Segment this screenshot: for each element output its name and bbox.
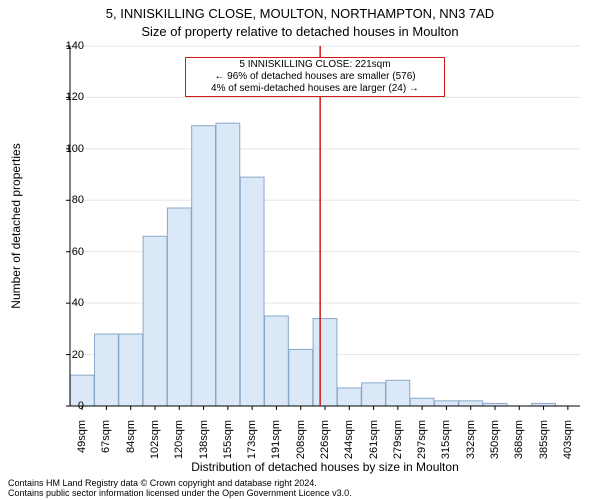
bar — [362, 383, 386, 406]
plot-area: 5 INNISKILLING CLOSE: 221sqm ← 96% of de… — [70, 46, 580, 406]
footer-line-2: Contains public sector information licen… — [8, 488, 352, 498]
x-axis-label: Distribution of detached houses by size … — [70, 460, 580, 474]
y-tick-label: 60 — [44, 246, 84, 258]
footer-line-1: Contains HM Land Registry data © Crown c… — [8, 478, 352, 488]
bar — [119, 334, 143, 406]
y-tick-label: 120 — [44, 91, 84, 103]
bar — [313, 319, 337, 406]
bar — [95, 334, 119, 406]
annotation-box: 5 INNISKILLING CLOSE: 221sqm ← 96% of de… — [185, 57, 445, 97]
y-tick-label: 20 — [44, 349, 84, 361]
y-axis-label: Number of detached properties — [9, 143, 23, 308]
annotation-line-3: 4% of semi-detached houses are larger (2… — [190, 83, 440, 95]
chart-title: 5, INNISKILLING CLOSE, MOULTON, NORTHAMP… — [0, 6, 600, 21]
bar — [410, 398, 434, 406]
y-tick-label: 140 — [44, 40, 84, 52]
bar — [167, 208, 191, 406]
y-tick-label: 0 — [44, 400, 84, 412]
bar — [216, 123, 240, 406]
y-tick-label: 40 — [44, 297, 84, 309]
bar — [143, 236, 167, 406]
bar — [289, 349, 313, 406]
y-tick-label: 100 — [44, 143, 84, 155]
annotation-line-2: ← 96% of detached houses are smaller (57… — [190, 71, 440, 83]
bar — [459, 401, 483, 406]
chart-svg — [70, 46, 580, 406]
bar — [265, 316, 289, 406]
y-tick-label: 80 — [44, 194, 84, 206]
footer-attribution: Contains HM Land Registry data © Crown c… — [8, 478, 352, 498]
page-root: 5, INNISKILLING CLOSE, MOULTON, NORTHAMP… — [0, 0, 600, 500]
annotation-line-1: 5 INNISKILLING CLOSE: 221sqm — [190, 59, 440, 71]
bar — [240, 177, 264, 406]
bar — [192, 126, 216, 406]
bar — [386, 380, 410, 406]
bar — [337, 388, 361, 406]
bar — [435, 401, 459, 406]
chart-subtitle: Size of property relative to detached ho… — [0, 24, 600, 39]
